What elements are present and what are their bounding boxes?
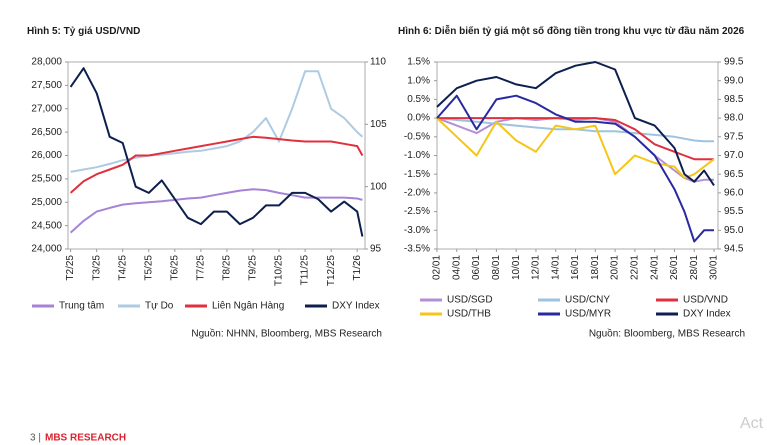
chart-title: Hình 5: Tỷ giá USD/VND bbox=[27, 26, 141, 37]
y-tick-label: -1.0% bbox=[404, 150, 430, 161]
y-tick-label: 24,500 bbox=[31, 220, 62, 231]
y2-tick-label: 95 bbox=[370, 244, 382, 255]
series-line bbox=[70, 70, 364, 173]
y2-tick-label: 110 bbox=[370, 57, 386, 68]
series-line bbox=[436, 117, 714, 143]
x-tick-label: 04/01 bbox=[451, 255, 462, 280]
y2-tick-label: 95.0 bbox=[724, 225, 744, 236]
watermark: Act bbox=[740, 415, 764, 432]
x-tick-label: 08/01 bbox=[491, 255, 502, 280]
series-line bbox=[69, 67, 364, 237]
x-tick-label: T12/25 bbox=[326, 255, 337, 287]
y-tick-label: 1.0% bbox=[407, 75, 430, 86]
y2-tick-label: 95.5 bbox=[724, 206, 744, 217]
brand: MBS RESEARCH bbox=[45, 433, 126, 444]
y-tick-label: 24,000 bbox=[31, 244, 62, 255]
legend-label: DXY Index bbox=[332, 301, 380, 312]
x-tick-label: 12/01 bbox=[531, 255, 542, 280]
y2-tick-label: 100 bbox=[370, 181, 387, 192]
y-tick-label: 0.5% bbox=[407, 94, 430, 105]
y2-tick-label: 99.0 bbox=[724, 75, 744, 86]
legend-label: DXY Index bbox=[683, 309, 731, 320]
x-tick-label: T3/25 bbox=[91, 255, 102, 281]
series-line bbox=[436, 61, 715, 186]
x-tick-label: T11/25 bbox=[300, 255, 311, 286]
page-number: 3 | bbox=[30, 433, 41, 444]
y-tick-label: 25,000 bbox=[31, 197, 62, 208]
y-tick-label: 27,000 bbox=[31, 103, 62, 114]
y-tick-label: 1.5% bbox=[407, 57, 430, 68]
x-tick-label: T4/25 bbox=[117, 255, 128, 281]
y-tick-label: -0.5% bbox=[404, 131, 430, 142]
legend-label: USD/MYR bbox=[565, 309, 611, 320]
x-tick-label: 10/01 bbox=[511, 255, 522, 280]
y-tick-label: -2.5% bbox=[404, 206, 430, 217]
x-tick-label: 20/01 bbox=[610, 255, 621, 280]
x-tick-label: T8/25 bbox=[222, 255, 233, 281]
y-tick-label: 0.0% bbox=[407, 113, 430, 124]
x-tick-label: 24/01 bbox=[649, 255, 660, 280]
series-line bbox=[437, 117, 714, 161]
series-line bbox=[69, 135, 364, 194]
y-tick-label: -2.0% bbox=[404, 188, 430, 199]
legend-label: USD/CNY bbox=[565, 295, 610, 306]
series-line bbox=[69, 188, 363, 234]
y-tick-label: 28,000 bbox=[31, 57, 62, 68]
x-tick-label: T5/25 bbox=[143, 255, 154, 281]
y-tick-label: -1.5% bbox=[404, 169, 430, 180]
source: Nguồn: Bloomberg, MBS Research bbox=[589, 328, 745, 340]
x-tick-label: 02/01 bbox=[432, 255, 443, 280]
x-tick-label: T10/25 bbox=[274, 255, 285, 287]
y2-tick-label: 96.0 bbox=[724, 188, 744, 199]
y2-tick-label: 96.5 bbox=[724, 169, 744, 180]
x-tick-label: T7/25 bbox=[196, 255, 207, 281]
x-tick-label: 18/01 bbox=[590, 255, 601, 280]
x-tick-label: 16/01 bbox=[570, 255, 581, 280]
legend-label: Liên Ngân Hàng bbox=[212, 301, 284, 312]
source: Nguồn: NHNN, Bloomberg, MBS Research bbox=[191, 328, 382, 340]
chart-title: Hình 6: Diễn biến tỷ giá một số đồng tiề… bbox=[398, 26, 745, 37]
y-tick-label: 25,500 bbox=[31, 174, 62, 185]
x-tick-label: 22/01 bbox=[630, 255, 641, 280]
y2-tick-label: 94.5 bbox=[724, 244, 744, 255]
x-tick-label: 06/01 bbox=[471, 255, 482, 280]
y-tick-label: 26,500 bbox=[31, 127, 62, 138]
x-tick-label: T1/26 bbox=[352, 255, 363, 281]
y-tick-label: -3.0% bbox=[404, 225, 430, 236]
x-tick-label: 14/01 bbox=[550, 255, 561, 280]
y2-tick-label: 98.5 bbox=[724, 94, 744, 105]
y-tick-label: 27,500 bbox=[31, 80, 62, 91]
plot-frame bbox=[67, 61, 366, 250]
y2-tick-label: 97.0 bbox=[724, 150, 744, 161]
y2-tick-label: 99.5 bbox=[724, 57, 744, 68]
legend-label: USD/THB bbox=[447, 309, 491, 320]
y2-tick-label: 97.5 bbox=[724, 131, 744, 142]
x-tick-label: T6/25 bbox=[169, 255, 180, 281]
y-tick-label: -3.5% bbox=[404, 244, 430, 255]
x-tick-label: T9/25 bbox=[248, 255, 259, 281]
plot-frame bbox=[436, 61, 719, 250]
y2-tick-label: 105 bbox=[370, 119, 387, 130]
y2-tick-label: 98.0 bbox=[724, 113, 744, 124]
legend-label: USD/VND bbox=[683, 295, 728, 306]
legend-label: Trung tâm bbox=[59, 301, 104, 312]
x-tick-label: T2/25 bbox=[65, 255, 76, 281]
x-tick-label: 30/01 bbox=[709, 255, 720, 280]
legend-label: Tự Do bbox=[145, 301, 174, 312]
legend-label: USD/SGD bbox=[447, 295, 493, 306]
y-tick-label: 26,000 bbox=[31, 150, 62, 161]
series-line bbox=[436, 94, 714, 243]
x-tick-label: 28/01 bbox=[689, 255, 700, 280]
x-tick-label: 26/01 bbox=[669, 255, 680, 280]
